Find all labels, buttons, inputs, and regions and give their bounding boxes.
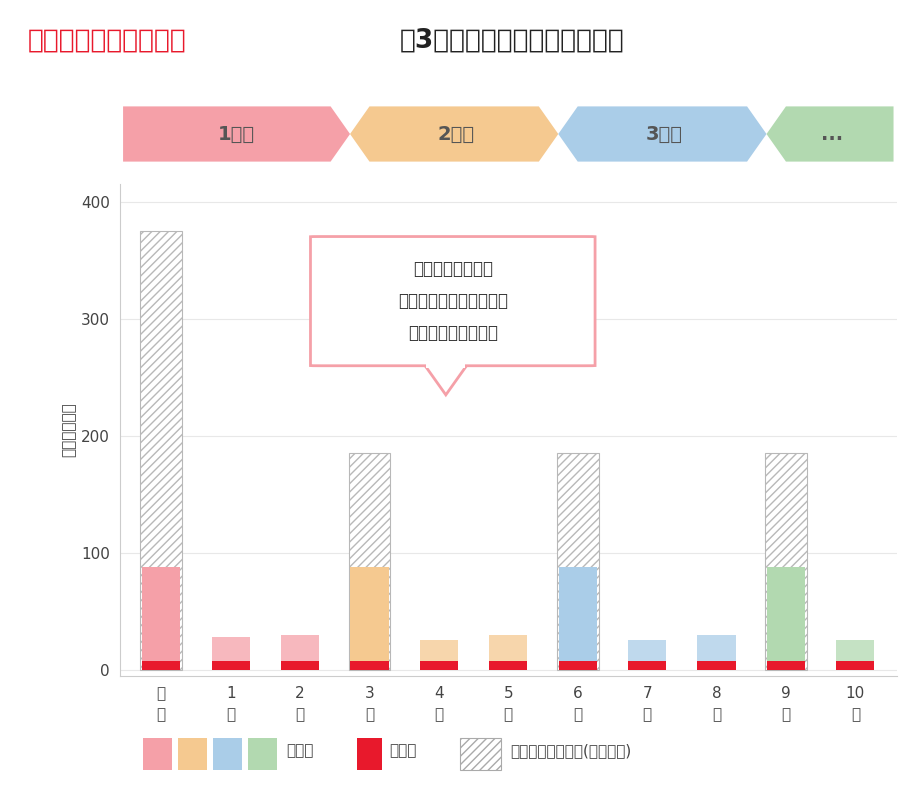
Bar: [280, 661, 319, 670]
Polygon shape: [558, 106, 766, 162]
Bar: [142, 567, 180, 661]
Text: ...: ...: [820, 125, 842, 143]
Bar: [766, 567, 804, 661]
Bar: [766, 633, 804, 661]
Text: 3台目: 3台目: [645, 125, 682, 143]
Bar: [142, 661, 180, 670]
Text: 2台目: 2台目: [437, 125, 474, 143]
Bar: [697, 635, 735, 661]
FancyBboxPatch shape: [460, 738, 500, 770]
Bar: [558, 661, 596, 670]
Bar: [489, 661, 527, 670]
Text: 維持費: 維持費: [389, 743, 416, 758]
FancyBboxPatch shape: [177, 738, 207, 770]
Polygon shape: [349, 106, 558, 162]
Polygon shape: [425, 366, 466, 395]
Bar: [350, 631, 388, 661]
Bar: [489, 635, 527, 661]
Bar: [558, 633, 596, 661]
Bar: [558, 567, 596, 661]
Text: 車両代: 車両代: [287, 743, 313, 758]
Bar: [348, 454, 390, 670]
FancyBboxPatch shape: [247, 738, 278, 770]
Text: 残価設定型クレジット: 残価設定型クレジット: [28, 28, 187, 54]
Bar: [628, 661, 665, 670]
Bar: [211, 661, 249, 670]
Y-axis label: 金額（万円）: 金額（万円）: [62, 402, 77, 458]
Text: 現金購入に比べ、
まとまった出費を抑えて
買い替えが可能に！: 現金購入に比べ、 まとまった出費を抑えて 買い替えが可能に！: [397, 260, 507, 342]
Bar: [835, 640, 873, 661]
Bar: [628, 640, 665, 661]
Text: （3年ごとに買い替え）の場合: （3年ごとに買い替え）の場合: [400, 28, 624, 54]
Bar: [697, 661, 735, 670]
Bar: [766, 661, 804, 670]
Polygon shape: [425, 362, 465, 368]
FancyBboxPatch shape: [142, 738, 172, 770]
FancyBboxPatch shape: [212, 738, 243, 770]
Text: 現金購入との差額(イメージ): 現金購入との差額(イメージ): [510, 743, 630, 758]
Polygon shape: [766, 106, 892, 162]
Bar: [350, 567, 388, 661]
Bar: [419, 661, 458, 670]
Bar: [141, 231, 182, 670]
Bar: [280, 635, 319, 661]
Polygon shape: [123, 106, 349, 162]
Bar: [350, 661, 388, 670]
Text: 1台目: 1台目: [218, 125, 255, 143]
FancyBboxPatch shape: [310, 237, 595, 366]
Bar: [211, 638, 249, 661]
Bar: [835, 661, 873, 670]
Bar: [419, 640, 458, 661]
FancyBboxPatch shape: [357, 738, 381, 770]
Bar: [556, 454, 598, 670]
Bar: [765, 454, 806, 670]
